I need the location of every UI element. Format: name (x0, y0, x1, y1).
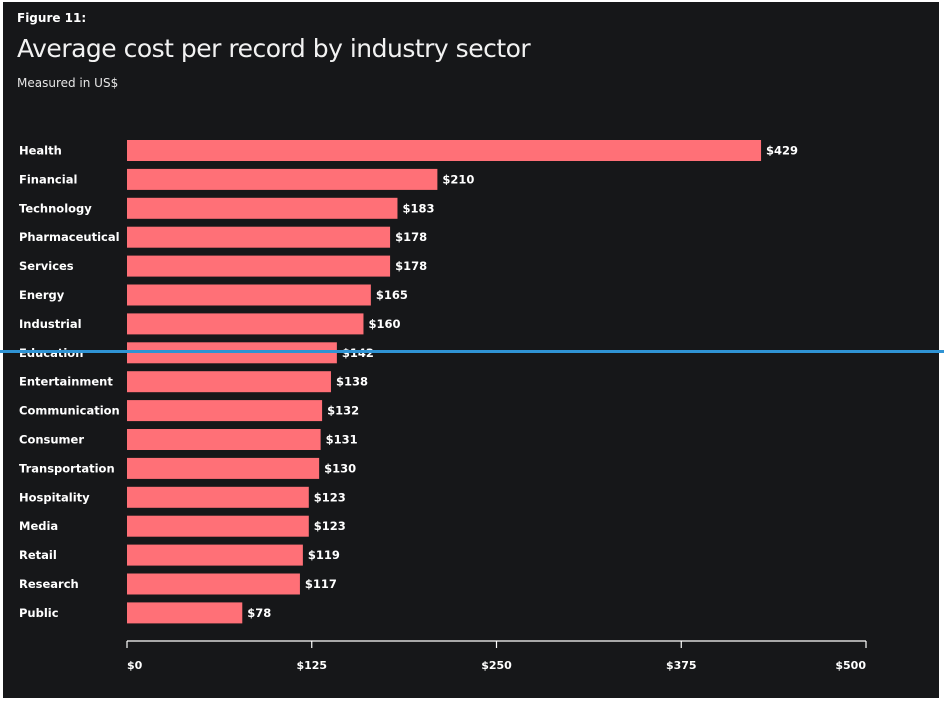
value-label-financial: $210 (442, 172, 474, 186)
category-label-research: Research (19, 577, 79, 591)
bar-hospitality (127, 486, 309, 508)
value-label-communication: $132 (327, 404, 359, 418)
category-label-transportation: Transportation (19, 461, 115, 475)
category-label-hospitality: Hospitality (19, 490, 90, 504)
category-label-consumer: Consumer (19, 433, 84, 447)
value-label-public: $78 (247, 606, 271, 620)
bar-retail (127, 544, 303, 566)
value-label-hospitality: $123 (314, 490, 346, 504)
bars-layer: Health $429 Financial $210 Technology $183 Pha… (19, 140, 798, 624)
bar-transportation (127, 457, 320, 479)
category-label-services: Services (19, 259, 74, 273)
category-label-health: Health (19, 144, 62, 158)
bar-services (127, 255, 391, 277)
category-label-communication: Communication (19, 404, 120, 418)
x-tick-label-0: $0 (127, 659, 143, 672)
category-label-technology: Technology (19, 201, 92, 215)
value-label-services: $178 (395, 259, 427, 273)
bar-public (127, 602, 243, 624)
category-label-retail: Retail (19, 548, 57, 562)
value-label-technology: $183 (402, 201, 434, 215)
value-label-retail: $119 (308, 548, 340, 562)
bar-research (127, 573, 300, 595)
bar-technology (127, 197, 398, 219)
category-label-pharmaceutical: Pharmaceutical (19, 230, 120, 244)
bar-health (127, 140, 762, 161)
bar-media (127, 515, 309, 537)
bar-communication (127, 400, 323, 422)
chart-title: Average cost per record by industry sect… (17, 34, 531, 63)
bar-entertainment (127, 371, 331, 393)
category-label-media: Media (19, 519, 58, 533)
figure-label: Figure 11: (17, 11, 87, 25)
category-label-financial: Financial (19, 172, 77, 186)
value-label-energy: $165 (376, 288, 408, 302)
category-label-entertainment: Entertainment (19, 375, 113, 389)
bar-pharmaceutical (127, 226, 391, 248)
bar-energy (127, 284, 371, 306)
value-label-industrial: $160 (368, 317, 400, 331)
chart-subtitle: Measured in US$ (17, 76, 119, 90)
category-label-energy: Energy (19, 288, 65, 302)
bar-consumer (127, 429, 321, 450)
bar-financial (127, 168, 438, 190)
x-axis: $0 $125 $250 $375 $500 (126, 640, 867, 672)
bar-industrial (127, 313, 364, 335)
value-label-consumer: $131 (326, 433, 358, 447)
value-label-entertainment: $138 (336, 375, 368, 389)
category-label-public: Public (19, 606, 59, 620)
value-label-pharmaceutical: $178 (395, 230, 427, 244)
value-label-research: $117 (305, 577, 337, 591)
category-label-industrial: Industrial (19, 317, 82, 331)
x-tick-label-375: $375 (666, 659, 697, 672)
x-tick-label-500: $500 (835, 659, 866, 672)
value-label-transportation: $130 (324, 461, 356, 475)
value-label-media: $123 (314, 519, 346, 533)
x-tick-label-250: $250 (481, 659, 512, 672)
x-tick-label-125: $125 (296, 659, 327, 672)
horizontal-overlay-line (0, 350, 944, 353)
value-label-health: $429 (766, 144, 798, 158)
